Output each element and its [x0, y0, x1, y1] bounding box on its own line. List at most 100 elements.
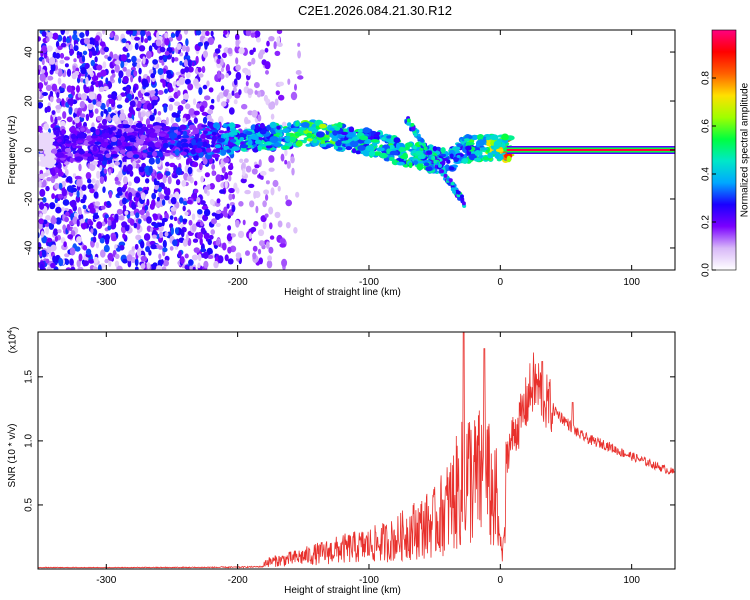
- spectral-blob: [460, 197, 465, 202]
- spectral-dot: [146, 50, 152, 59]
- spectral-dot: [151, 96, 159, 101]
- spectral-dot: [151, 199, 156, 208]
- spectral-blob: [47, 134, 57, 139]
- spectral-dot: [193, 78, 199, 87]
- spectral-dot: [195, 30, 202, 36]
- spectral-dot: [129, 218, 135, 226]
- spectral-dot: [56, 116, 62, 121]
- spectral-dot: [153, 108, 157, 116]
- spectral-blob: [305, 143, 312, 147]
- spectral-blob: [75, 140, 84, 144]
- spectral-blob: [259, 143, 268, 147]
- spectral-dot: [199, 200, 206, 205]
- spectral-dot: [184, 66, 190, 73]
- spectral-dot: [214, 48, 221, 54]
- spectral-dot: [225, 63, 230, 73]
- spectral-dot: [114, 260, 120, 268]
- spectral-dot: [202, 157, 208, 165]
- spectral-dot: [92, 99, 97, 105]
- spectral-dot: [126, 164, 133, 172]
- spectral-dot: [238, 47, 245, 55]
- spectral-dot: [277, 220, 283, 228]
- spectral-blob: [214, 144, 221, 149]
- spectral-dot: [187, 166, 193, 175]
- spectral-dot: [116, 208, 123, 215]
- spectral-blob: [282, 145, 290, 150]
- spectral-blob: [64, 147, 72, 153]
- spectral-dot: [132, 160, 137, 169]
- spectral-dot: [112, 115, 119, 122]
- spectral-dot: [188, 108, 195, 116]
- spectral-blob: [45, 153, 50, 161]
- spectral-dot: [68, 106, 73, 115]
- spectral-dot: [157, 245, 163, 250]
- x-tick-label: -100: [359, 575, 379, 586]
- spectral-dot: [149, 90, 156, 95]
- spectral-blob: [294, 132, 302, 137]
- spectral-dot: [184, 78, 191, 85]
- spectral-dot: [200, 227, 206, 235]
- spectral-dot: [106, 200, 111, 206]
- spectral-dot: [169, 215, 174, 220]
- spectral-blob: [275, 132, 281, 136]
- spectral-dot: [260, 170, 267, 176]
- spectral-dot: [63, 56, 70, 61]
- spectral-dot: [137, 218, 142, 224]
- spectral-blob: [226, 149, 232, 154]
- colorbar-label: Normalized spectral amplitude: [740, 82, 750, 217]
- spectral-dot: [215, 210, 222, 214]
- y-axis-label: Frequency (Hz): [7, 116, 18, 185]
- spectral-blob: [498, 154, 504, 160]
- spectral-dot: [275, 90, 280, 96]
- spectral-blob: [479, 147, 488, 151]
- spectral-dot: [120, 92, 126, 97]
- spectral-blob: [48, 138, 56, 143]
- spectral-dot: [284, 159, 288, 165]
- spectral-dot: [107, 56, 112, 61]
- spectral-dot: [79, 191, 84, 198]
- spectral-blob: [223, 133, 229, 138]
- spectral-dot: [175, 71, 182, 76]
- spectral-dot: [155, 116, 162, 123]
- spectral-dot: [141, 78, 149, 88]
- spectral-blob: [95, 153, 104, 158]
- spectral-blob: [460, 194, 464, 199]
- spectral-dot: [228, 175, 232, 182]
- spectral-dot: [279, 242, 287, 248]
- spectral-dot: [140, 255, 148, 262]
- spectral-dot: [168, 104, 174, 111]
- spectral-blob: [269, 136, 279, 143]
- spectral-dot: [179, 197, 184, 204]
- spectral-dot: [80, 221, 87, 230]
- spectral-blob: [348, 126, 355, 133]
- spectral-dot: [107, 106, 112, 113]
- spectral-dot: [274, 50, 281, 57]
- spectral-dot: [118, 70, 124, 79]
- spectral-dot: [50, 262, 56, 269]
- spectral-dot: [181, 100, 186, 105]
- spectral-dot: [235, 39, 240, 48]
- spectral-dot: [202, 251, 209, 259]
- snr-panel: -300 -200 -100 0 100 0.5 1.0 1.5 (x104) Height of…: [7, 327, 676, 596]
- spectral-dot: [239, 158, 244, 163]
- spectral-dot: [228, 187, 235, 194]
- x-tick-label: -300: [96, 277, 116, 288]
- spectral-dot: [69, 247, 76, 256]
- spectral-dot: [192, 98, 197, 106]
- spectral-dot: [131, 55, 137, 63]
- x-tick-label: -300: [96, 575, 116, 586]
- spectral-blob: [83, 139, 90, 147]
- spectral-blob: [56, 139, 62, 143]
- spectral-dot: [186, 175, 192, 182]
- spectral-dot: [191, 213, 196, 221]
- spectral-dot: [70, 266, 76, 270]
- spectral-blob: [357, 145, 366, 151]
- spectral-dot: [191, 192, 197, 199]
- spectral-blob: [415, 150, 423, 155]
- spectral-dot: [104, 234, 110, 241]
- spectral-dot: [158, 231, 164, 238]
- spectral-blob: [340, 137, 345, 142]
- spectral-dot: [140, 263, 146, 270]
- spectral-dot: [122, 197, 127, 205]
- spectral-blob: [247, 139, 253, 146]
